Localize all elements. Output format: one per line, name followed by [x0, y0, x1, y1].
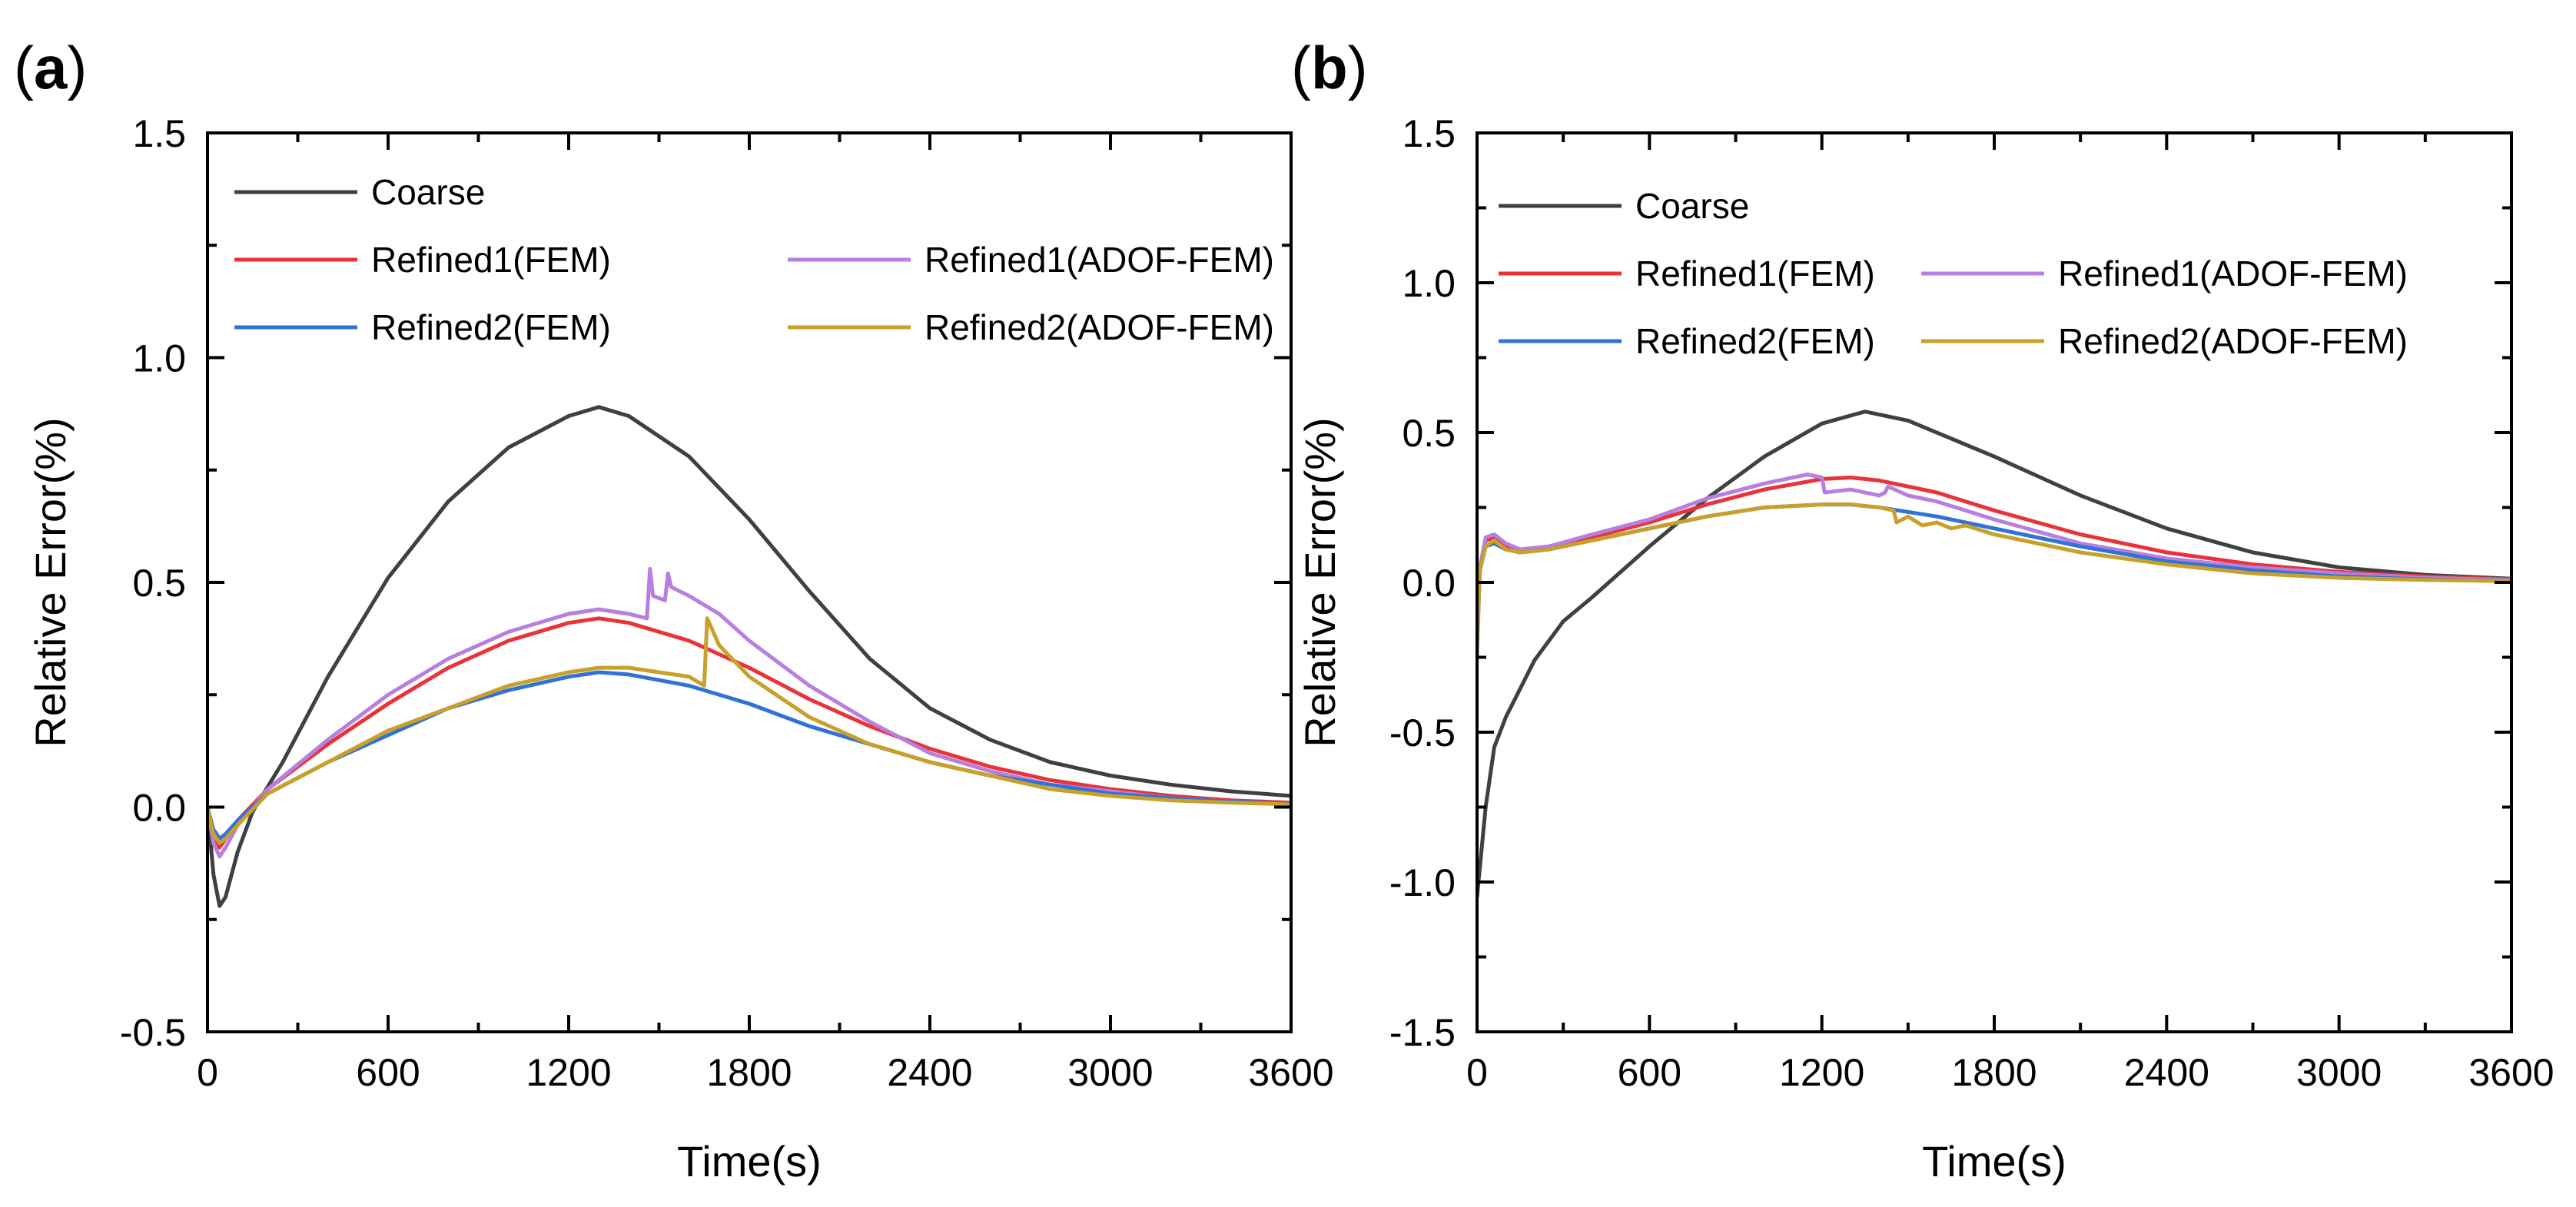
panel-b: (b) 0 600 1200 1800 2400 3000 3600 -1.5 -1.0 -0.5 0… [1291, 34, 2554, 1185]
y-axis-title: Relative Error(%) [1296, 417, 1344, 747]
y-axis-title: Relative Error(%) [26, 417, 75, 747]
y-tick-label: 1.0 [132, 337, 186, 380]
panel-label-close: ) [67, 34, 87, 101]
y-tick-label: -0.5 [120, 1011, 186, 1054]
x-tick-label: 3600 [1248, 1051, 1333, 1094]
legend-label: Coarse [371, 172, 485, 212]
x-tick-label: 3000 [1067, 1051, 1153, 1094]
x-tick-label: 600 [356, 1051, 420, 1094]
y-tick-label: 1.0 [1402, 262, 1456, 305]
y-tick-label: -1.0 [1389, 861, 1456, 904]
y-tick-label: 0.5 [1402, 412, 1456, 455]
legend: Coarse Refined1(FEM) Refined1(ADOF-FEM) Ref… [234, 172, 1274, 347]
series-line-coarse [207, 405, 1291, 908]
legend-label: Coarse [1635, 186, 1749, 226]
panel-label-letter: a [34, 34, 68, 101]
x-tick-label: 0 [1466, 1051, 1488, 1094]
y-tick-label: 0.5 [132, 562, 186, 605]
legend-label: Refined1(FEM) [371, 240, 611, 280]
y-tick-label: -0.5 [1389, 711, 1456, 754]
panel-label: (b) [1291, 34, 1368, 101]
panel-label: (a) [14, 34, 87, 101]
panel-label-letter: b [1311, 34, 1348, 101]
series-line-refined1-adof-fem- [207, 566, 1291, 859]
y-tick-label: 1.5 [1402, 112, 1456, 155]
panel-a: (a)0 600 1200 1800 2400 3000 3600-0.50.00.51.0… [14, 34, 1334, 1185]
y-tick-label: 0.0 [1402, 562, 1456, 605]
x-tick-label: 1200 [1779, 1051, 1864, 1094]
panel-label-open: ( [1291, 34, 1311, 101]
x-axis-title: Time(s) [677, 1137, 822, 1185]
panel-label-open: ( [14, 34, 34, 101]
legend-label: Refined2(FEM) [371, 307, 611, 347]
x-tick-label: 2400 [2124, 1051, 2209, 1094]
x-tick-label: 2400 [887, 1051, 972, 1094]
series-group [1477, 410, 2511, 899]
series-line-refined1-fem- [1477, 476, 2511, 645]
legend-label: Refined2(ADOF-FEM) [925, 307, 1274, 347]
legend-label: Refined1(ADOF-FEM) [2058, 254, 2408, 293]
y-tick-label: 1.5 [132, 112, 186, 155]
series-line-refined2-adof-fem- [1477, 502, 2511, 645]
y-tick-label: -1.5 [1389, 1011, 1456, 1054]
x-tick-label: 3000 [2296, 1051, 2382, 1094]
legend: Coarse Refined1(FEM) Refined1(ADOF-FEM) Ref… [1499, 186, 2408, 361]
series-group [207, 405, 1291, 908]
legend-label: Refined1(FEM) [1635, 254, 1875, 293]
series-line-refined1-adof-fem- [1477, 473, 2511, 659]
panel-label-close: ) [1348, 34, 1368, 101]
series-line-refined2-fem- [207, 670, 1291, 841]
legend-label: Refined1(ADOF-FEM) [925, 240, 1274, 280]
legend-label: Refined2(ADOF-FEM) [2058, 321, 2408, 361]
x-axis-title: Time(s) [1922, 1137, 2066, 1185]
y-tick-label: 0.0 [132, 787, 186, 830]
series-line-refined1-fem- [207, 616, 1291, 850]
x-tick-label: 1800 [706, 1051, 792, 1094]
x-tick-label: 3600 [2468, 1051, 2554, 1094]
x-tick-label: 600 [1618, 1051, 1681, 1094]
x-tick-label: 1200 [526, 1051, 611, 1094]
legend-label: Refined2(FEM) [1635, 321, 1875, 361]
series-line-coarse [1477, 410, 2511, 899]
series-line-refined2-adof-fem- [207, 616, 1291, 845]
x-tick-label: 1800 [1951, 1051, 2037, 1094]
x-tick-label: 0 [197, 1051, 218, 1094]
